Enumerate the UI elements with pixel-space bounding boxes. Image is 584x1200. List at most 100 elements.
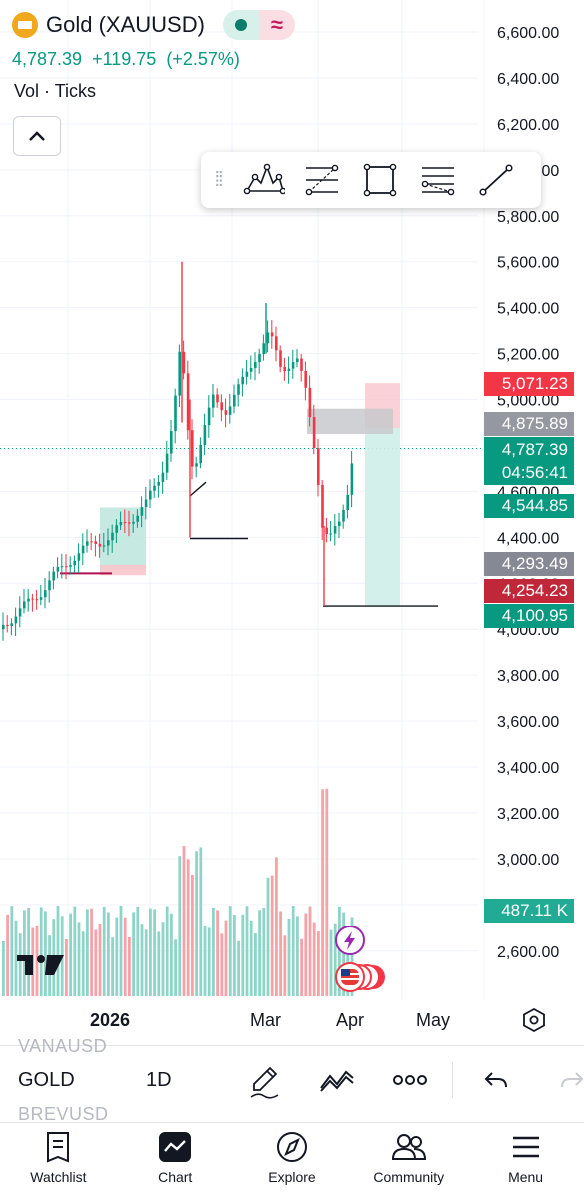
tab-community-label: Community	[373, 1169, 445, 1185]
tab-menu[interactable]: Menu	[467, 1123, 584, 1200]
candle-body	[44, 590, 47, 598]
candle-body	[178, 351, 181, 396]
pattern-tool-button[interactable]	[235, 152, 293, 208]
bar-countdown: 04:56:41	[501, 463, 568, 482]
volume-bar	[77, 922, 81, 996]
volume-bar	[321, 789, 324, 996]
tab-chart[interactable]: Chart	[117, 1123, 234, 1200]
symbol-header[interactable]: Gold (XAUUSD) ≈	[12, 10, 295, 40]
price-tag-last-value: 4,787.39	[501, 440, 568, 459]
demand-zone	[100, 507, 146, 570]
volume-bar	[98, 924, 102, 996]
bottom-navigation: Watchlist Chart Explore Community Menu	[0, 1122, 584, 1200]
price-tag-gray[interactable]: 4,293.49	[484, 552, 574, 576]
supply-zone	[307, 408, 393, 434]
volume-bar	[228, 906, 232, 996]
candle-body	[182, 351, 186, 374]
interval-selector[interactable]: 1D	[146, 1069, 172, 1091]
market-status-pill[interactable]: ≈	[222, 10, 295, 40]
price-change-pct: (+2.57%)	[166, 49, 240, 69]
fib-retracement-button[interactable]	[293, 152, 351, 208]
volume-bar	[149, 908, 152, 996]
tab-menu-label: Menu	[508, 1169, 544, 1185]
volume-bar	[308, 906, 312, 996]
candle-body	[60, 566, 64, 568]
market-open-icon	[222, 10, 259, 40]
price-tag-low[interactable]: 4,100.95	[484, 604, 574, 628]
volume-bar	[254, 933, 257, 996]
volume-bar	[191, 874, 194, 996]
candle-body	[153, 485, 156, 491]
price-tag-stop[interactable]: 4,254.23	[484, 579, 574, 603]
compass-icon	[276, 1132, 307, 1162]
indicators-button[interactable]	[318, 1066, 356, 1094]
symbol-title[interactable]: Gold (XAUUSD)	[46, 12, 205, 37]
undo-icon[interactable]	[482, 1068, 510, 1092]
candle-body	[199, 444, 202, 464]
candle-body	[86, 541, 89, 546]
price-axis-label: 4,400.00	[497, 530, 559, 547]
candle-body	[262, 343, 265, 355]
price-axis-label: 3,800.00	[497, 668, 559, 685]
volume-tag[interactable]: 487.11 K	[484, 899, 574, 923]
tab-explore[interactable]: Explore	[234, 1123, 351, 1200]
fib-retracement-icon	[305, 164, 339, 196]
volume-bar	[216, 910, 219, 996]
community-icon	[391, 1134, 426, 1160]
candle-body	[56, 566, 60, 572]
redo-icon[interactable]	[558, 1068, 584, 1092]
price-tag-last[interactable]: 4,787.39 04:56:41	[484, 437, 574, 485]
volume-bar	[178, 856, 182, 996]
volume-bar	[69, 913, 72, 996]
tab-watchlist[interactable]: Watchlist	[0, 1123, 117, 1200]
candle-body	[195, 463, 198, 467]
price-tag-zone[interactable]: 4,875.89	[484, 412, 574, 436]
price-tag-target-high[interactable]: 5,071.23	[484, 372, 574, 396]
candle-body	[296, 358, 299, 363]
candle-body	[149, 490, 152, 500]
price-tag-entry[interactable]: 4,544.85	[484, 494, 574, 518]
candle-body	[233, 394, 236, 407]
more-options-icon[interactable]	[392, 1070, 428, 1090]
volume-bar	[27, 907, 30, 996]
candle-body	[10, 623, 13, 627]
volume-bar	[333, 923, 337, 996]
collapse-legend-button[interactable]	[13, 116, 61, 156]
candle-body	[317, 448, 320, 485]
candle-body	[325, 527, 328, 535]
candle-body	[241, 376, 244, 385]
drag-handle-icon[interactable]: ⁞⁞	[214, 168, 223, 191]
tradingview-logo[interactable]	[17, 952, 65, 978]
volume-bar	[23, 910, 26, 996]
toolbar-divider	[452, 1062, 453, 1098]
volume-bar	[342, 912, 345, 996]
trend-line-button[interactable]	[467, 152, 525, 208]
volume-bar	[262, 908, 266, 996]
chart-settings-icon[interactable]	[520, 1006, 548, 1034]
volume-bar	[275, 857, 278, 996]
tab-community[interactable]: Community	[350, 1123, 467, 1200]
fib-extension-button[interactable]	[409, 152, 467, 208]
volume-bar	[81, 931, 85, 996]
symbol-selector[interactable]: GOLD	[18, 1069, 75, 1091]
volume-bar	[195, 851, 198, 996]
candle-body	[2, 624, 5, 630]
volume-bar	[220, 933, 224, 996]
volume-bar	[283, 935, 287, 996]
tab-explore-label: Explore	[268, 1169, 316, 1185]
price-axis-label: 5,800.00	[497, 209, 559, 226]
candle-body	[111, 532, 114, 541]
last-price: 4,787.39	[12, 49, 83, 69]
price-axis-label: 5,200.00	[497, 347, 559, 364]
drawing-tools-button[interactable]	[248, 1062, 282, 1100]
chevron-up-icon	[29, 131, 45, 141]
volume-bar	[186, 859, 190, 996]
candle-body	[123, 522, 127, 524]
candle-body	[245, 371, 249, 377]
candle-body	[77, 553, 81, 561]
rectangle-button[interactable]	[351, 152, 409, 208]
volume-bar	[153, 909, 156, 996]
volume-indicator-label[interactable]: Vol · Ticks	[14, 81, 97, 101]
candle-body	[6, 624, 9, 627]
price-axis-label: 3,200.00	[497, 806, 559, 823]
